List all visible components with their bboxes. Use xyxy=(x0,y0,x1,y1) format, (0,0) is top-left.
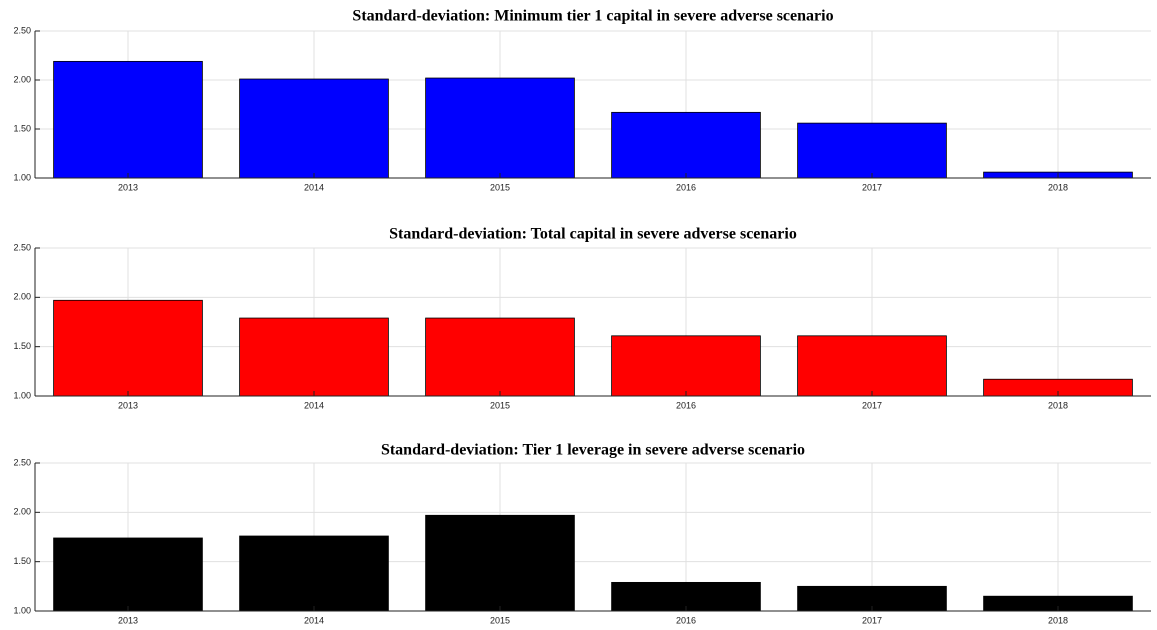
x-tick-label: 2014 xyxy=(304,400,324,410)
y-tick-label: 1.00 xyxy=(13,172,31,182)
bar xyxy=(611,335,761,397)
x-tick-label: 2016 xyxy=(676,400,696,410)
x-tick-label: 2017 xyxy=(862,615,882,625)
x-tick-label: 2013 xyxy=(118,615,138,625)
bar xyxy=(53,537,203,612)
x-tick-label: 2017 xyxy=(862,400,882,410)
x-tick-label: 2018 xyxy=(1048,182,1068,192)
y-tick-label: 2.00 xyxy=(13,74,31,84)
y-tick-label: 2.50 xyxy=(13,25,31,35)
x-tick-label: 2014 xyxy=(304,182,324,192)
bar xyxy=(53,60,203,179)
x-tick-label: 2015 xyxy=(490,400,510,410)
bar xyxy=(425,317,575,397)
y-tick-label: 1.50 xyxy=(13,341,31,351)
x-tick-label: 2013 xyxy=(118,400,138,410)
y-tick-label: 1.50 xyxy=(13,123,31,133)
y-tick-label: 1.00 xyxy=(13,605,31,615)
bar xyxy=(239,78,389,179)
bar xyxy=(797,335,947,397)
bar xyxy=(425,77,575,179)
y-tick-label: 2.00 xyxy=(13,507,31,517)
bar xyxy=(797,122,947,179)
chart-title: Standard-deviation: Tier 1 leverage in s… xyxy=(381,442,805,459)
y-tick-label: 1.50 xyxy=(13,556,31,566)
x-tick-label: 2018 xyxy=(1048,400,1068,410)
bar xyxy=(239,535,389,612)
y-tick-label: 2.00 xyxy=(13,292,31,302)
x-tick-label: 2018 xyxy=(1048,615,1068,625)
x-tick-label: 2016 xyxy=(676,182,696,192)
x-tick-label: 2014 xyxy=(304,615,324,625)
y-tick-label: 1.00 xyxy=(13,390,31,400)
x-tick-label: 2016 xyxy=(676,615,696,625)
x-tick-label: 2015 xyxy=(490,615,510,625)
y-tick-label: 2.50 xyxy=(13,457,31,467)
chart-title: Standard-deviation: Minimum tier 1 capit… xyxy=(352,8,833,25)
y-tick-label: 2.50 xyxy=(13,242,31,252)
bar xyxy=(611,111,761,179)
bar xyxy=(53,299,203,397)
bar xyxy=(425,514,575,612)
x-tick-label: 2017 xyxy=(862,182,882,192)
x-tick-label: 2015 xyxy=(490,182,510,192)
chart-title: Standard-deviation: Total capital in sev… xyxy=(389,226,797,243)
bar xyxy=(239,317,389,397)
x-tick-label: 2013 xyxy=(118,182,138,192)
